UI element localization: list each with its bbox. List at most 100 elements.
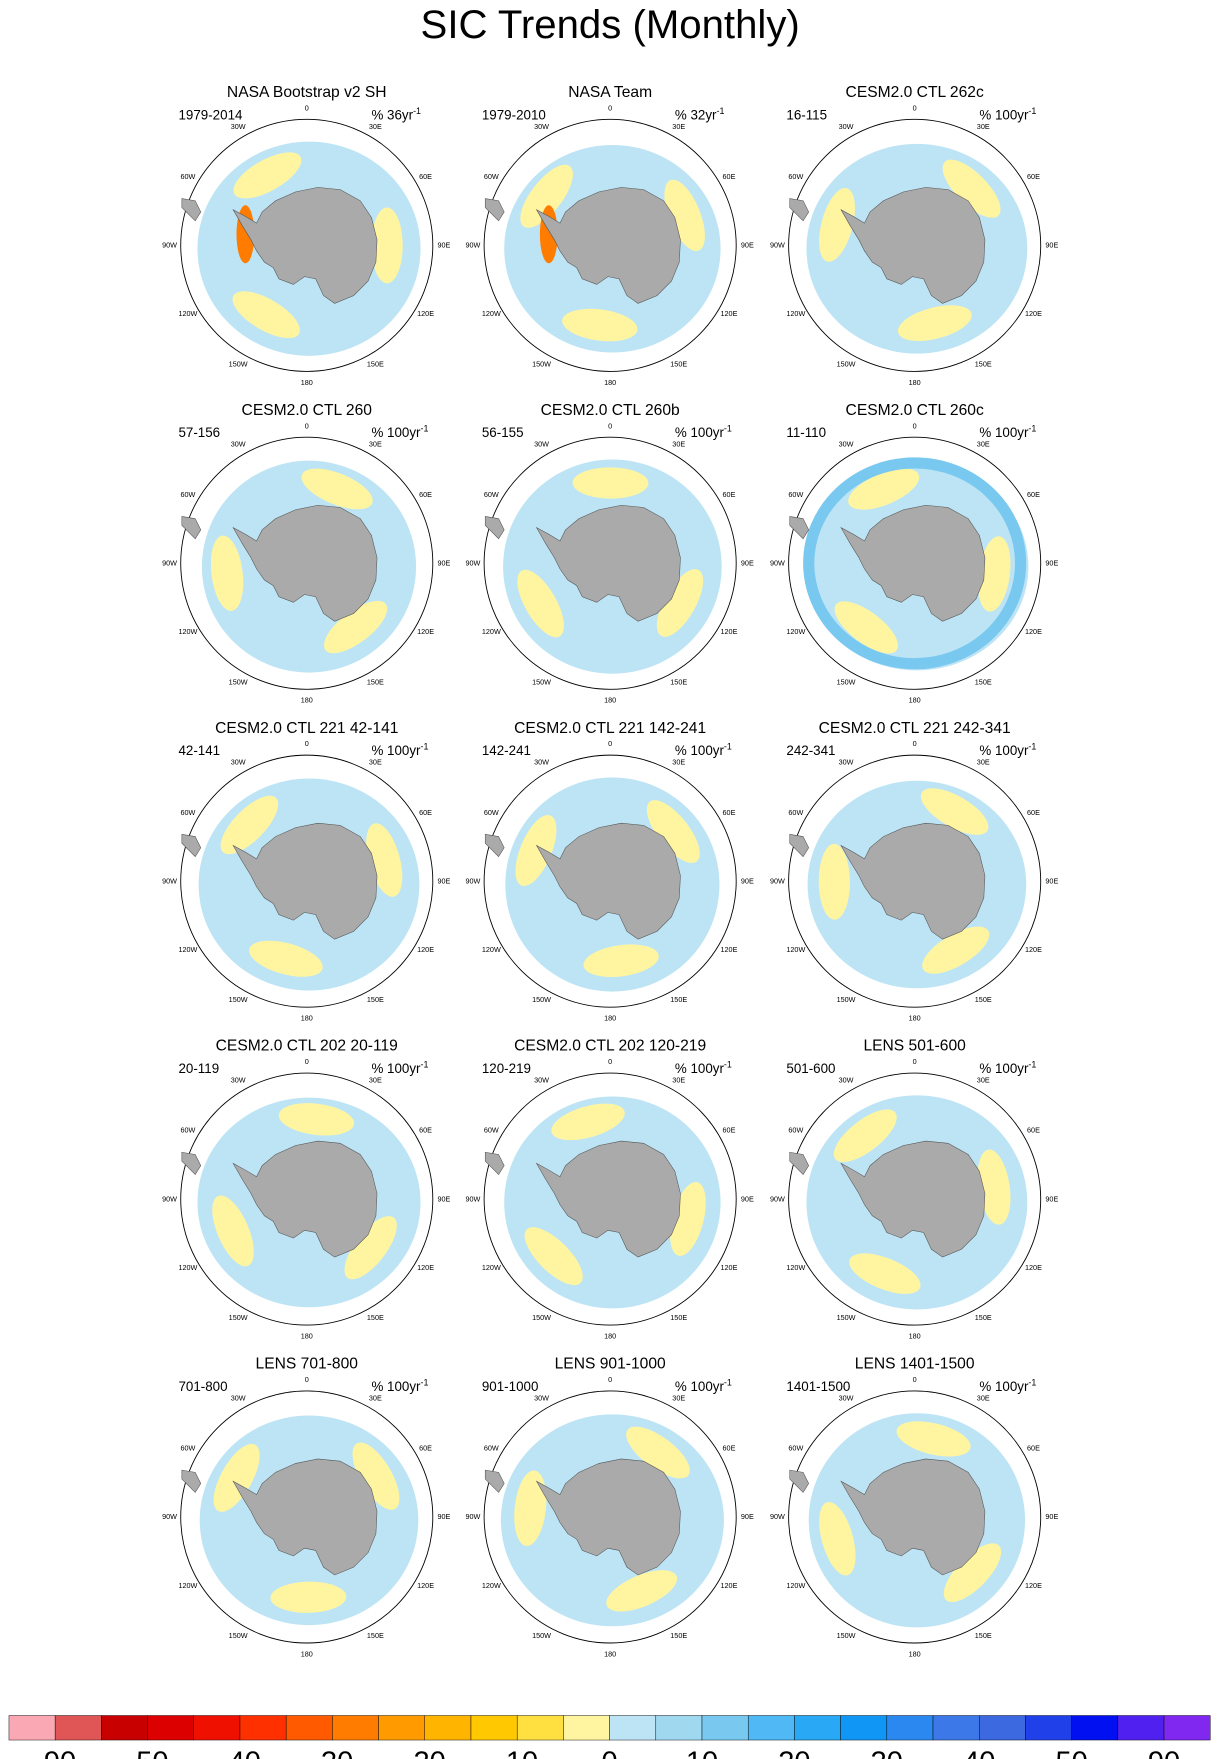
panel-units: % 100yr-1 [979,1059,1036,1076]
map-panel: NASA Bootstrap v2 SH 1979-2014 % 36yr-1 0 30… [162,84,450,387]
panel-period: 501-600 [786,1061,835,1076]
longitude-label: 30E [369,122,382,131]
longitude-label: 180 [604,1014,616,1023]
longitude-label: 150E [670,359,687,368]
longitude-label: 30W [534,758,549,767]
colorbar-box [840,1715,888,1741]
colorbar-box [1071,1715,1119,1741]
units-exponent: -1 [724,424,732,434]
longitude-label: 90W [465,559,480,568]
longitude-label: 60E [1027,808,1040,817]
longitude-label: 90W [770,1194,785,1203]
sea-ice-patch [849,1253,921,1294]
longitude-label: 150E [367,1313,384,1322]
longitude-label: 120E [720,945,737,954]
longitude-label: 90W [162,876,177,885]
longitude-label: 30W [231,440,246,449]
sea-ice-patch [232,291,300,339]
sea-ice-patch [897,305,972,341]
longitude-label: 60E [723,490,736,499]
longitude-label: 120E [417,1581,434,1590]
panel-units: % 100yr-1 [979,1377,1036,1394]
sea-ice-patch [517,569,564,638]
sea-ice-patch [819,187,855,262]
longitude-label: 0 [913,739,917,748]
antarctica [232,187,378,304]
map-panel: CESM2.0 CTL 202 20-119 20-119 % 100yr-1 0 30… [162,1038,450,1341]
panel-title: LENS 701-800 [256,1356,359,1373]
units: % 100yr [675,1379,725,1394]
panel-title: CESM2.0 CTL 221 42-141 [215,720,398,737]
longitude-label: 30E [977,1075,990,1084]
longitude-label: 120E [720,1581,737,1590]
sea-ice-patch [572,467,649,499]
units-exponent: -1 [716,106,724,116]
panel-units: % 100yr-1 [675,424,732,441]
colorbar-box [932,1715,980,1741]
longitude-label: 120E [417,945,434,954]
longitude-label: 120E [1025,627,1042,636]
colorbar-box [794,1715,841,1741]
longitude-label: 0 [608,103,612,112]
units: % 32yr [675,107,717,122]
panel-title: CESM2.0 CTL 260 [242,402,373,419]
panel-period: 1979-2014 [178,107,243,122]
longitude-label: 0 [913,421,917,430]
colorbar-box [54,1715,102,1741]
longitude-label: 150W [229,1313,248,1322]
colorbar-label: 20 [778,1746,810,1759]
sea-ice-patch [977,536,1011,612]
longitude-label: 120W [178,309,197,318]
longitude-label: 120W [482,1581,501,1590]
colorbar-box [979,1715,1026,1741]
longitude-label: 90W [465,1512,480,1521]
map-panel: NASA Team 1979-2010 % 32yr-1 0 30E 60E 90E 120E… [465,84,753,387]
longitude-label: 0 [913,103,917,112]
antarctica [840,504,986,622]
longitude-label: 60E [419,490,432,499]
map-panel: CESM2.0 CTL 260b 56-155 % 100yr-1 0 30E 60E 90… [465,402,753,705]
sea-ice-patch [943,1543,1002,1603]
longitude-label: 150W [532,359,551,368]
longitude-label: 60W [180,808,195,817]
panel-period: 11-110 [786,425,826,440]
sea-ice-patch [352,1442,400,1510]
colorbar-box [516,1715,564,1741]
units: % 100yr [371,743,421,758]
longitude-label: 60E [419,1444,432,1453]
colorbar-label: -30 [311,1746,353,1759]
longitude-label: 60E [1027,1444,1040,1453]
longitude-label: 90E [438,1512,451,1521]
map-panel: CESM2.0 CTL 260c 11-110 % 100yr-1 0 30E 60E 90… [770,402,1058,705]
colorbar-label: -40 [219,1746,261,1759]
longitude-label: 150W [837,1631,856,1640]
panel-title: LENS 1401-1500 [855,1356,975,1373]
longitude-label: 150W [532,1631,551,1640]
sea-ice-patch [583,944,659,978]
colorbar-box [1163,1715,1211,1741]
units: % 36yr [371,107,413,122]
longitude-label: 30W [231,1393,246,1402]
longitude-label: 180 [909,1331,921,1340]
longitude-label: 180 [301,378,313,387]
longitude-label: 180 [909,1014,921,1023]
longitude-label: 90W [770,1512,785,1521]
units: % 100yr [979,107,1029,122]
sea-ice-patch [278,1103,355,1136]
longitude-label: 180 [909,696,921,705]
longitude-label: 60E [419,808,432,817]
colorbar-box [239,1715,287,1741]
longitude-label: 120W [482,627,501,636]
map-panel: LENS 1401-1500 1401-1500 % 100yr-1 0 30E 60E 9… [770,1356,1058,1659]
panel-units: % 100yr-1 [675,1059,732,1076]
longitude-label: 30W [534,122,549,131]
longitude-label: 90W [465,241,480,250]
sea-ice-patch [514,1470,547,1546]
panel-period: 20-119 [178,1061,219,1076]
panel-title: CESM2.0 CTL 221 242-341 [819,720,1011,737]
longitude-label: 180 [301,696,313,705]
longitude-label: 30E [672,440,685,449]
longitude-label: 120W [178,945,197,954]
longitude-label: 90W [162,241,177,250]
panel-period: 701-800 [178,1379,227,1394]
